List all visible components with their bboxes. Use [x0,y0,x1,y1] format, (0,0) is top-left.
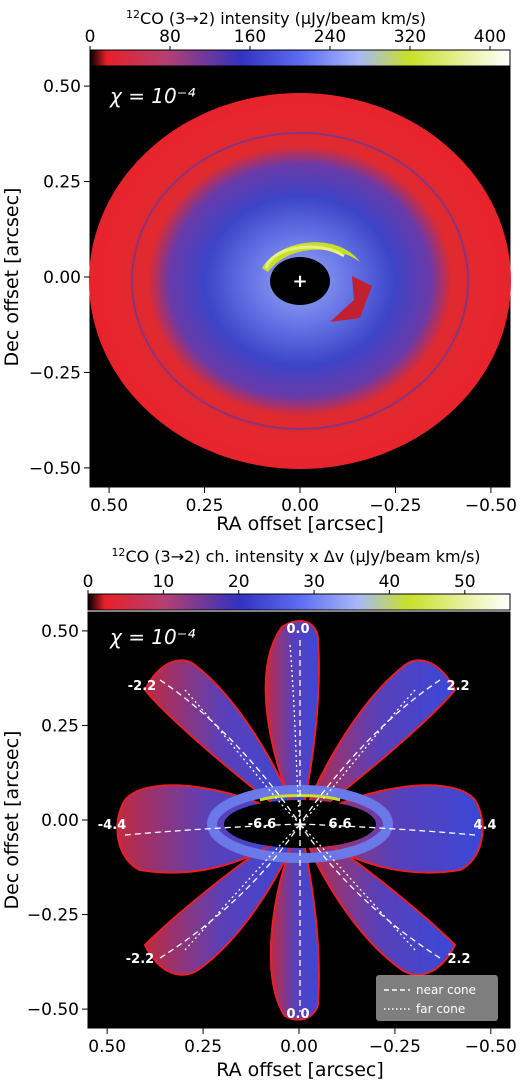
legend: near cone far cone [376,975,498,1021]
legend-far-label: far cone [416,1002,465,1016]
source-marker-top: + [292,271,307,292]
vel-label: -2.2 [126,952,154,967]
vel-label: -6.6 [248,817,276,832]
y-tick-label: −0.25 [27,906,79,926]
colorbar-tick-label: 320 [394,27,426,47]
colorbar-title-top: 12CO (3→2) intensity (μJy/beam km/s) [126,8,426,28]
x-tick-label: −0.25 [369,496,421,516]
chi-label-top: χ = 10⁻⁴ [109,84,195,108]
y-axis-title-bottom: Dec offset [arcsec] [1,731,23,910]
axes-bottom: 0.50 0.25 0.00 −0.25 −0.50 0.50 0.25 0.00 −0.25 −… [27,622,517,1057]
colorbar-title-bottom: 12CO (3→2) ch. intensity x Δv (μJy/beam … [111,546,480,566]
x-tick-label: −0.50 [465,1037,517,1057]
x-axis-title-top: RA offset [arcsec] [216,513,384,535]
panel-bottom: 12CO (3→2) ch. intensity x Δv (μJy/beam … [1,546,517,1081]
y-tick-label: 0.00 [41,811,79,831]
colorbar-tick-label: 30 [303,572,325,592]
x-tick-label: −0.25 [369,1037,421,1057]
colorbar-tick-label: 160 [234,27,266,47]
x-tick-label: 0.50 [88,1037,126,1057]
source-marker-bottom: + [292,814,307,835]
x-tick-label: 0.50 [90,496,128,516]
x-tick-label: −0.50 [465,496,517,516]
x-tick-label: 0.00 [281,496,319,516]
disk-emission [89,93,511,469]
colorbar-ticks-bottom: 0 10 20 30 40 50 [83,572,476,594]
colorbar-top [89,49,511,67]
colorbar-tick-label: 240 [314,27,346,47]
cone-contours [124,640,476,1012]
x-tick-label: 0.25 [186,496,224,516]
vel-label: 0.0 [286,622,309,637]
colorbar-bottom [87,593,511,611]
colorbar-tick-label: 0 [85,27,96,47]
legend-near-label: near cone [416,983,476,997]
colorbar-tick-label: 400 [474,27,506,47]
y-tick-label: −0.50 [29,459,81,479]
vel-label: -2.2 [128,679,156,694]
x-tick-label: 0.00 [280,1037,318,1057]
colorbar-ticks-top: 0 80 160 240 320 400 [85,27,506,50]
colorbar-tick-label: 20 [228,572,250,592]
colorbar-tick-label: 80 [159,27,181,47]
vel-label: 4.4 [473,818,496,833]
colorbar-tick-label: 10 [153,572,175,592]
panel-top: 12CO (3→2) intensity (μJy/beam km/s) 0 80… [1,8,517,535]
y-tick-label: 0.25 [43,173,81,193]
y-tick-label: 0.50 [41,622,79,642]
y-tick-label: 0.50 [43,77,81,97]
y-tick-label: 0.25 [41,716,79,736]
colorbar-tick-label: 50 [454,572,476,592]
y-tick-label: −0.50 [27,1000,79,1020]
x-tick-label: 0.25 [184,1037,222,1057]
axes-top: 0.50 0.25 0.00 −0.25 −0.50 0.50 0.25 0.00 −0.25 −… [29,77,517,516]
y-tick-label: 0.00 [43,268,81,288]
colorbar-tick-label: 0 [83,572,94,592]
vel-label: 6.6 [328,817,351,832]
vel-label: -4.4 [98,818,126,833]
vel-label: 2.2 [446,679,469,694]
y-tick-label: −0.25 [29,363,81,383]
y-axis-title-top: Dec offset [arcsec] [1,188,23,367]
chi-label-bottom: χ = 10⁻⁴ [109,625,195,649]
vel-label: 0.0 [286,1007,309,1022]
vel-label: 2.2 [447,952,470,967]
colorbar-tick-label: 40 [379,572,401,592]
x-axis-title-bottom: RA offset [arcsec] [216,1059,384,1081]
